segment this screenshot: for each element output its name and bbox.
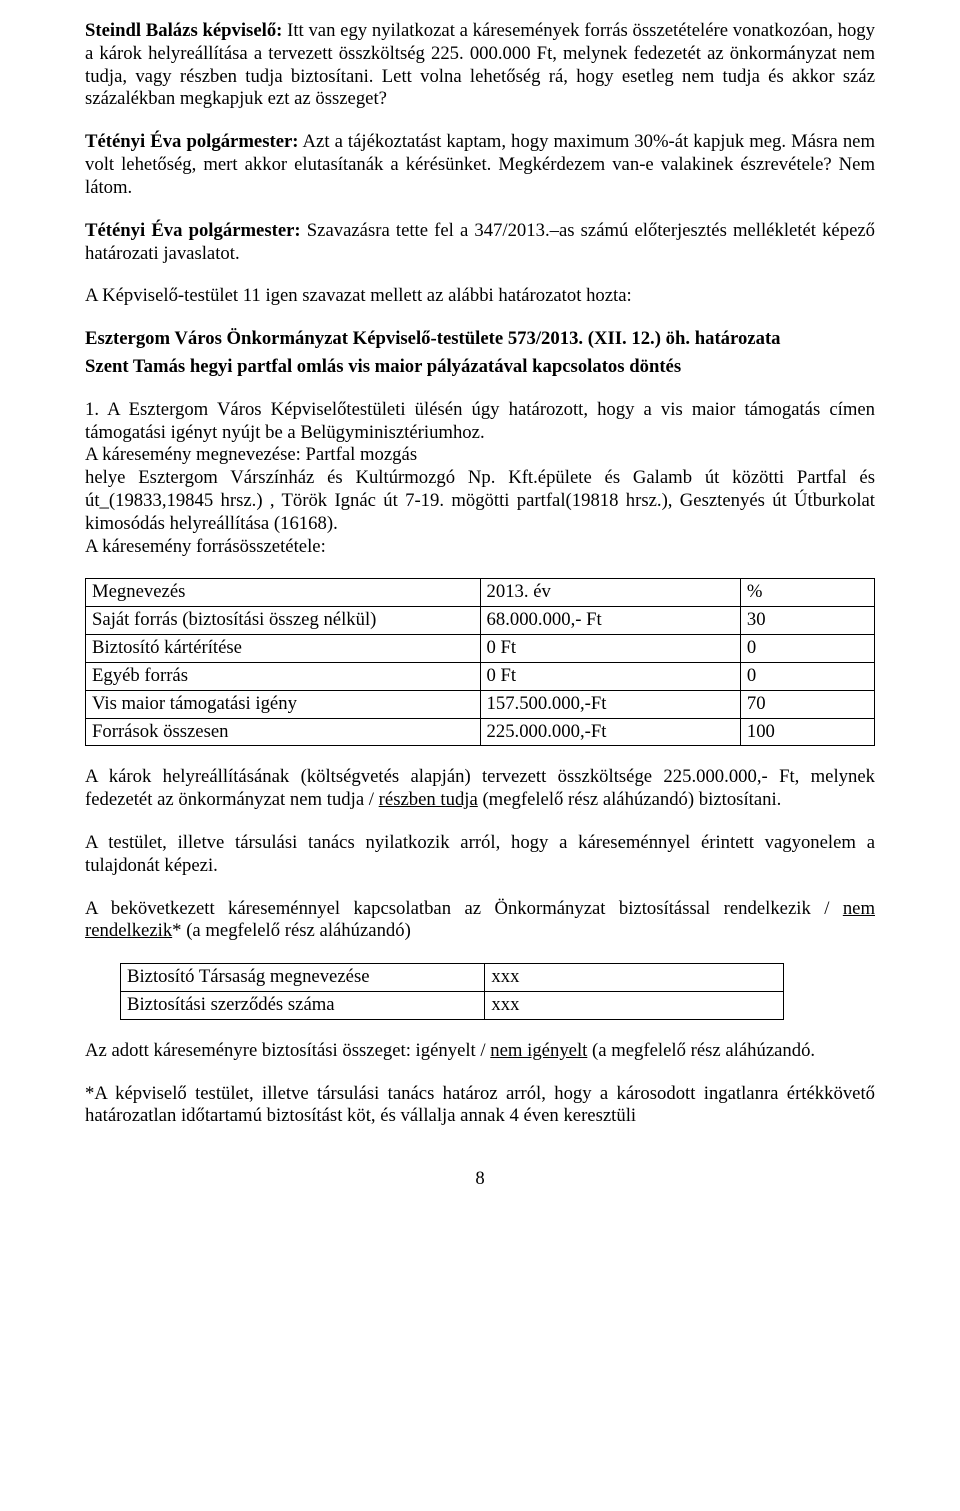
paragraph-claimed: Az adott káreseményre biztosítási összeg… [85,1040,875,1063]
table-cell: 225.000.000,-Ft [480,718,740,746]
table-header: % [740,579,874,607]
speaker-tetenyi: Tétényi Éva polgármester: [85,220,301,241]
table-row: Saját forrás (biztosítási összeg nélkül)… [86,607,875,635]
table-cell: 0 Ft [480,662,740,690]
underlined-text: nem igényelt [490,1040,587,1061]
paragraph-costs: A károk helyreállításának (költségvetés … [85,766,875,812]
underlined-text: részben tudja [379,789,478,810]
resolution-subtitle: Szent Tamás hegyi partfal omlás vis maio… [85,356,875,379]
speaker-tetenyi: Tétényi Éva polgármester: [85,131,299,152]
text: A Képviselő-testület 11 igen szavazat me… [85,285,632,306]
table-row: Biztosító Társaság megnevezése xxx [121,964,784,992]
table-row: Egyéb forrás 0 Ft 0 [86,662,875,690]
text: (a megfelelő rész aláhúzandó. [587,1040,815,1061]
table-cell: 0 [740,635,874,663]
table-row: Biztosítási szerződés száma xxx [121,992,784,1020]
table-cell: 100 [740,718,874,746]
table-cell: Források összesen [86,718,481,746]
text: *A képviselő testület, illetve társulási… [85,1083,875,1127]
speaker-steindl: Steindl Balázs képviselő: [85,20,282,41]
text: * (a megfelelő rész aláhúzandó) [172,920,411,941]
resolution-title: Esztergom Város Önkormányzat Képviselő-t… [85,328,875,351]
table-cell: Vis maior támogatási igény [86,690,481,718]
table-cell: Biztosító kártérítése [86,635,481,663]
table-cell: Saját forrás (biztosítási összeg nélkül) [86,607,481,635]
table-cell: 30 [740,607,874,635]
table-cell: xxx [485,992,783,1020]
paragraph-tetenyi-2: Tétényi Éva polgármester: Szavazásra tet… [85,220,875,266]
paragraph-decision: 1. A Esztergom Város Képviselőtestületi … [85,399,875,559]
table-row: Megnevezés 2013. év % [86,579,875,607]
table-cell: 0 Ft [480,635,740,663]
paragraph-tetenyi-1: Tétényi Éva polgármester: Azt a tájékozt… [85,131,875,199]
paragraph-steindl: Steindl Balázs képviselő: Itt van egy ny… [85,20,875,111]
text: (megfelelő rész aláhúzandó) biztosítani. [478,789,782,810]
table-row: Vis maior támogatási igény 157.500.000,-… [86,690,875,718]
table-cell: Biztosító Társaság megnevezése [121,964,485,992]
table-row: Biztosító kártérítése 0 Ft 0 [86,635,875,663]
table-cell: 68.000.000,- Ft [480,607,740,635]
table-header: Megnevezés [86,579,481,607]
paragraph-vote: A Képviselő-testület 11 igen szavazat me… [85,285,875,308]
table-cell: 70 [740,690,874,718]
table-cell: Egyéb forrás [86,662,481,690]
table-cell: 0 [740,662,874,690]
paragraph-insurance: A bekövetkezett káreseménnyel kapcsolatb… [85,898,875,944]
text: A bekövetkezett káreseménnyel kapcsolatb… [85,898,843,919]
funding-table: Megnevezés 2013. év % Saját forrás (bizt… [85,578,875,746]
paragraph-ownership: A testület, illetve társulási tanács nyi… [85,832,875,878]
document-page: Steindl Balázs képviselő: Itt van egy ny… [0,0,960,1511]
insurance-table: Biztosító Társaság megnevezése xxx Bizto… [120,963,784,1020]
table-row: Források összesen 225.000.000,-Ft 100 [86,718,875,746]
table-cell: Biztosítási szerződés száma [121,992,485,1020]
text: Az adott káreseményre biztosítási összeg… [85,1040,490,1061]
text: A testület, illetve társulási tanács nyi… [85,832,875,876]
page-number: 8 [85,1168,875,1191]
table-cell: 157.500.000,-Ft [480,690,740,718]
table-cell: xxx [485,964,783,992]
paragraph-footnote: *A képviselő testület, illetve társulási… [85,1083,875,1129]
table-header: 2013. év [480,579,740,607]
